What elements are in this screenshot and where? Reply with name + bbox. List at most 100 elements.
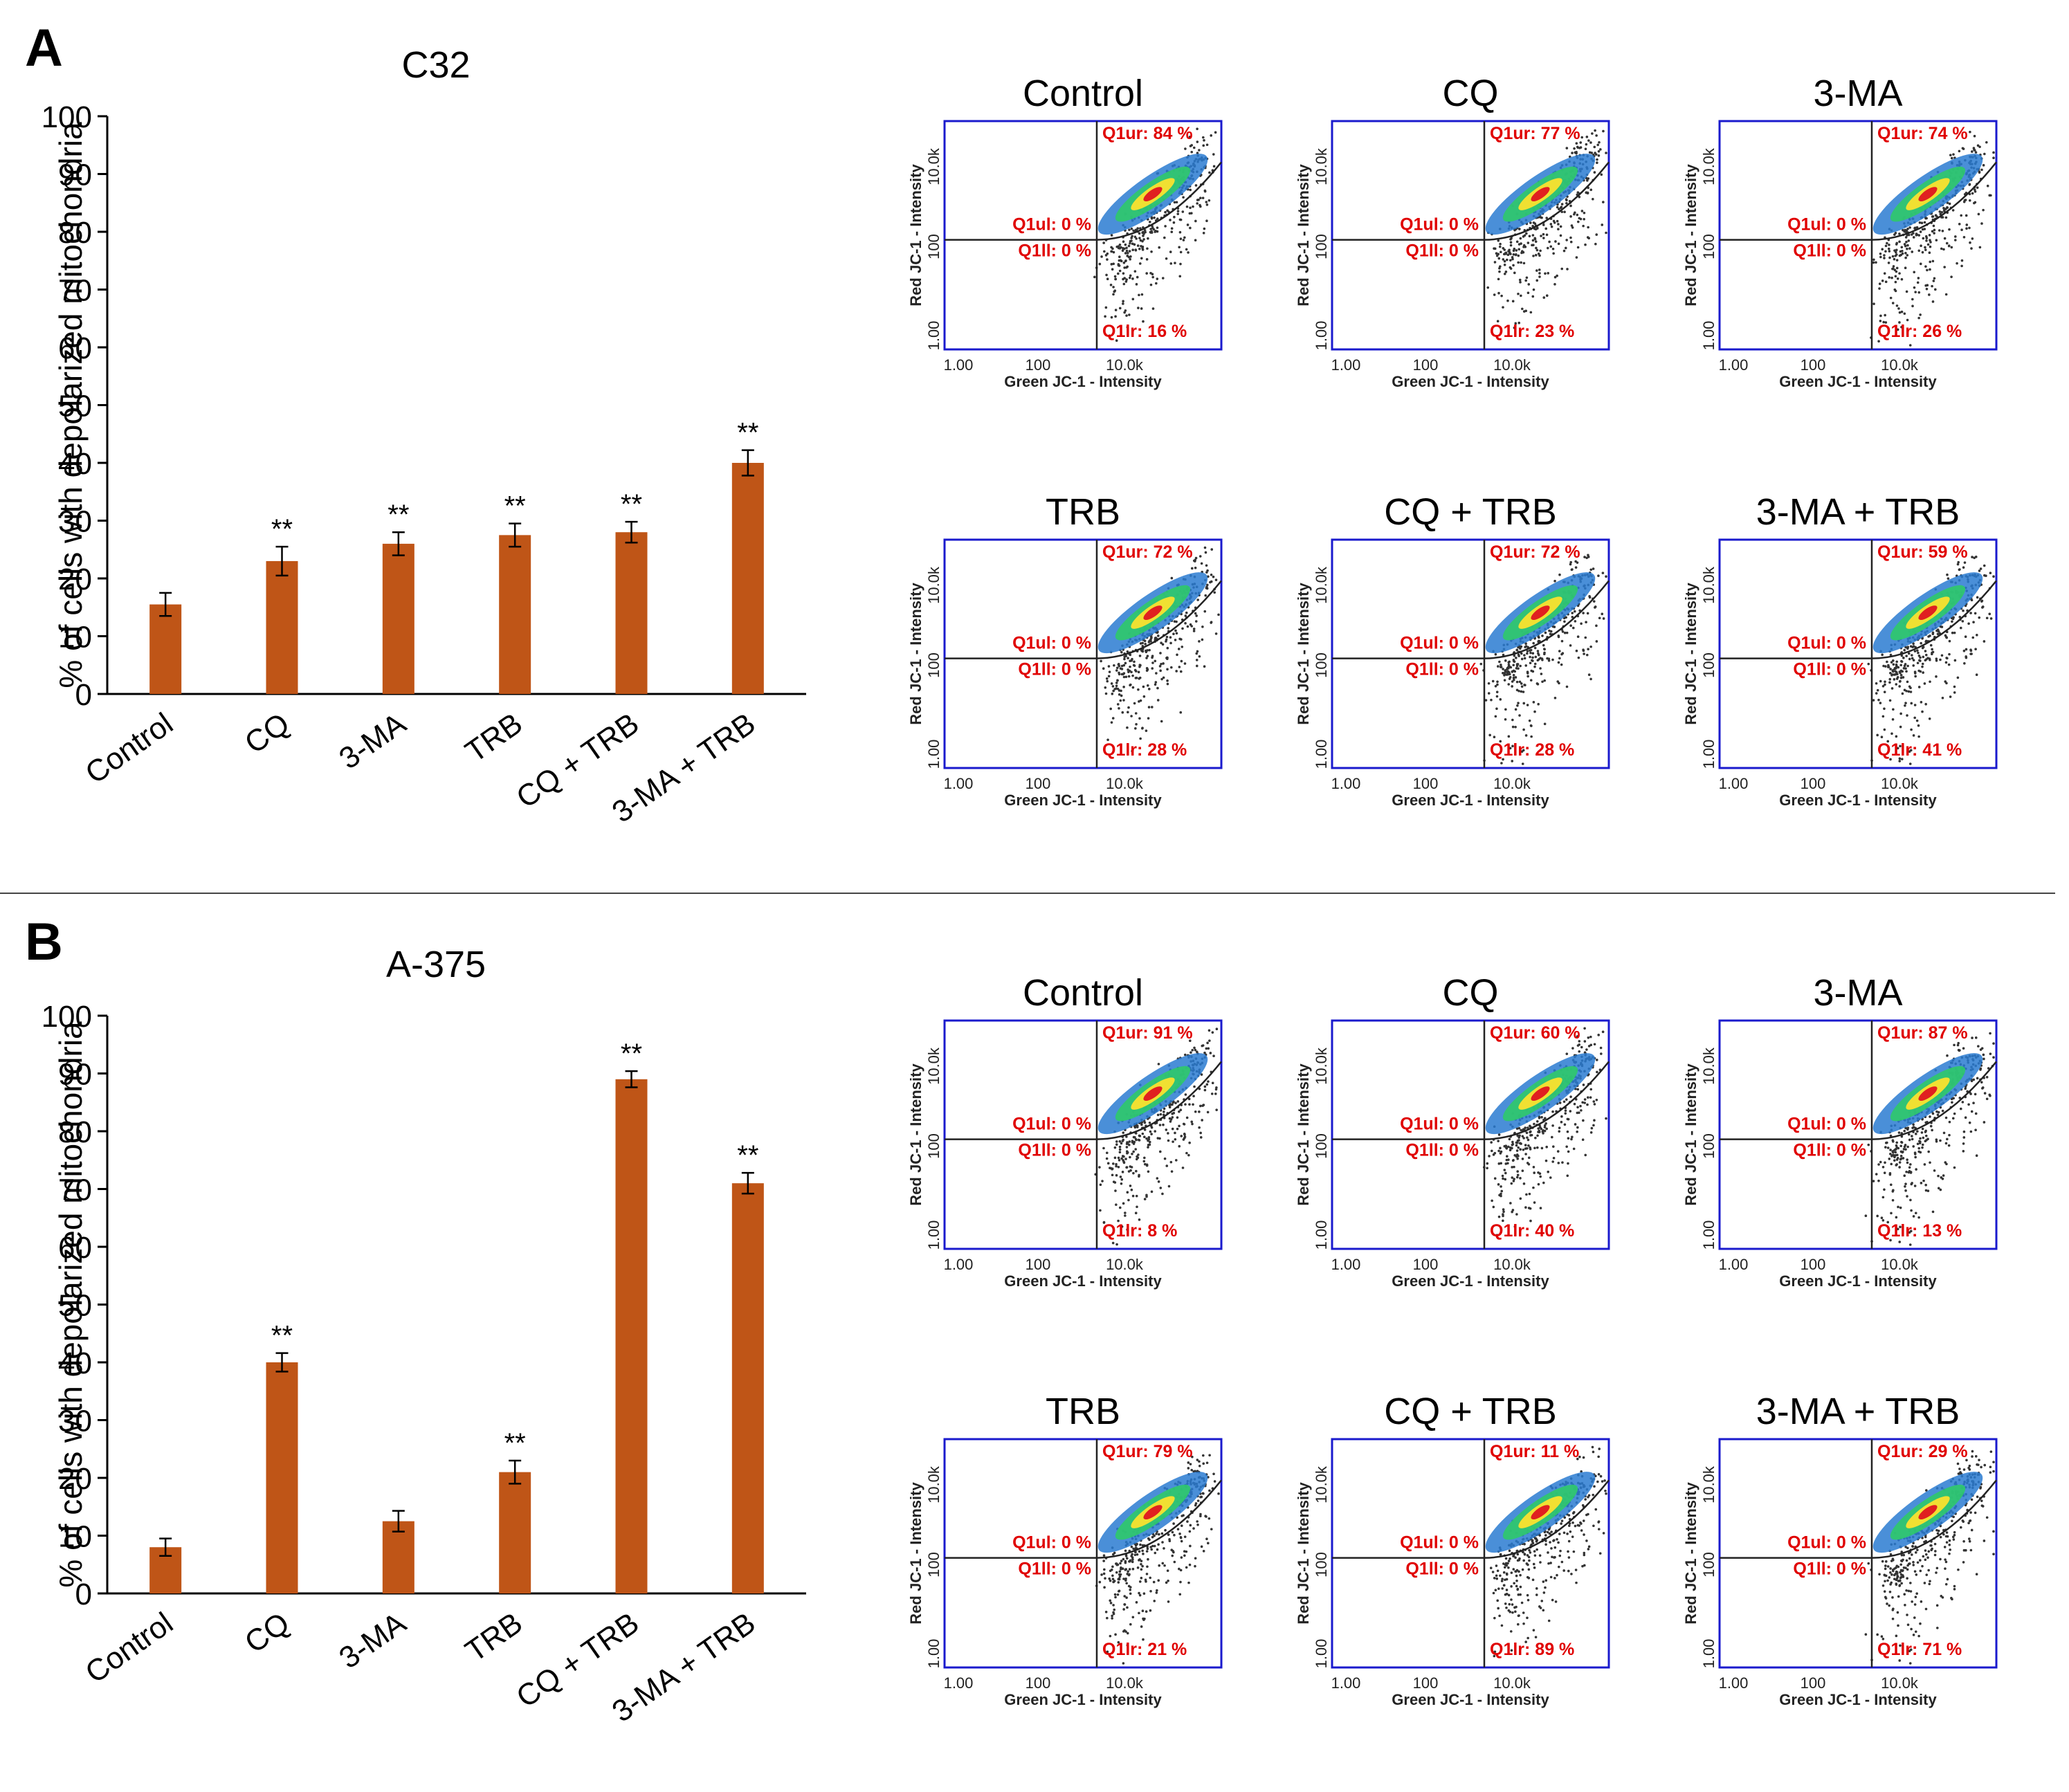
flow-plot-title: CQ + TRB xyxy=(1384,491,1557,533)
scatter-dot xyxy=(1977,1045,1980,1048)
scatter-dot xyxy=(1142,1160,1145,1163)
scatter-dot xyxy=(1560,268,1563,271)
scatter-dot xyxy=(1875,682,1878,685)
scatter-dot xyxy=(1574,1525,1577,1528)
scatter-dot xyxy=(1566,1174,1569,1177)
scatter-dot xyxy=(1895,1216,1898,1219)
scatter-dot xyxy=(1194,239,1197,241)
scatter-dot xyxy=(1146,1550,1149,1553)
quadrant-ll-label: Q1ll: 0 % xyxy=(1018,241,1091,261)
y-tick-label: 1.00 xyxy=(1313,321,1330,351)
scatter-dot xyxy=(1130,239,1133,242)
scatter-dot xyxy=(1142,1133,1145,1135)
scatter-dot xyxy=(1123,1629,1126,1632)
scatter-dot xyxy=(1547,247,1549,250)
scatter-dot xyxy=(1173,1534,1176,1537)
scatter-dot xyxy=(1163,1547,1165,1550)
scatter-dot xyxy=(1542,1609,1544,1612)
scatter-dot xyxy=(1893,289,1896,291)
scatter-dot xyxy=(1903,230,1906,233)
scatter-dot xyxy=(1906,248,1908,250)
scatter-dot xyxy=(1970,247,1973,250)
scatter-dot xyxy=(1157,1579,1160,1582)
scatter-dot xyxy=(1566,686,1569,688)
scatter-dot xyxy=(1175,670,1178,673)
quadrant-lr-label: Q1lr: 41 % xyxy=(1877,740,1962,760)
scatter-dot xyxy=(1894,255,1897,257)
scatter-dot xyxy=(1192,1103,1194,1106)
scatter-dot xyxy=(1945,1117,1948,1119)
scatter-dot xyxy=(1140,642,1142,645)
scatter-dot xyxy=(1603,617,1605,620)
scatter-dot xyxy=(1598,1447,1601,1450)
scatter-dot xyxy=(1188,1103,1191,1106)
scatter-dot xyxy=(1490,699,1493,702)
scatter-dot xyxy=(1187,625,1190,628)
scatter-dot xyxy=(1188,1142,1191,1144)
scatter-dot xyxy=(1140,1568,1143,1571)
scatter-dot xyxy=(1506,1589,1509,1591)
scatter-dot xyxy=(1976,596,1979,599)
scatter-dot xyxy=(1146,258,1149,261)
scatter-dot xyxy=(1509,676,1512,679)
scatter-dot xyxy=(1212,576,1215,578)
scatter-dot xyxy=(1890,1212,1893,1215)
scatter-dot xyxy=(1138,1176,1140,1178)
scatter-dot xyxy=(1907,239,1910,242)
scatter-dot xyxy=(1533,1563,1535,1566)
scatter-dot xyxy=(1522,729,1525,731)
scatter-dot xyxy=(1111,234,1113,237)
scatter-dot xyxy=(1149,1131,1152,1133)
scatter-dot xyxy=(1502,247,1504,250)
scatter-dot xyxy=(1542,223,1545,226)
scatter-dot xyxy=(1522,1169,1524,1172)
scatter-dot xyxy=(1106,253,1109,255)
scatter-dot xyxy=(1506,1562,1509,1565)
scatter-dot xyxy=(1546,294,1549,297)
scatter-dot xyxy=(1591,1127,1594,1130)
scatter-dot xyxy=(1128,1144,1131,1146)
scatter-dot xyxy=(1601,223,1603,226)
scatter-dot xyxy=(1924,650,1927,652)
scatter-dot xyxy=(1958,223,1961,226)
scatter-dot xyxy=(1879,282,1881,285)
scatter-dot xyxy=(1602,130,1605,133)
scatter-dot xyxy=(1112,1162,1115,1165)
scatter-dot xyxy=(1917,317,1920,320)
scatter-dot xyxy=(1115,1571,1118,1574)
scatter-dot xyxy=(1953,1167,1956,1169)
scatter-dot xyxy=(1895,1142,1898,1144)
scatter-dot xyxy=(1984,1092,1987,1095)
scatter-dot xyxy=(1151,276,1154,279)
scatter-dot xyxy=(1192,205,1194,208)
scatter-dot xyxy=(1600,174,1603,176)
scatter-dot xyxy=(1601,613,1603,616)
significance-marker: ** xyxy=(271,514,293,545)
scatter-dot xyxy=(1123,266,1126,269)
scatter-dot xyxy=(1113,1552,1116,1555)
scatter-dot xyxy=(1497,1183,1500,1186)
scatter-dot xyxy=(1509,251,1511,254)
scatter-dot xyxy=(1520,1586,1522,1589)
scatter-dot xyxy=(1577,635,1580,638)
scatter-dot xyxy=(1115,1174,1118,1177)
x-tick-label: 10.0k xyxy=(1106,775,1144,792)
scatter-dot xyxy=(1957,1044,1960,1047)
scatter-dot xyxy=(1937,1113,1940,1116)
scatter-dot xyxy=(1596,1481,1599,1483)
scatter-dot xyxy=(1195,652,1198,655)
scatter-dot xyxy=(1888,678,1891,681)
scatter-dot xyxy=(1589,151,1592,154)
scatter-dot xyxy=(1136,1543,1138,1546)
scatter-dot xyxy=(1580,622,1583,625)
scatter-dot xyxy=(1913,236,1915,239)
scatter-dot xyxy=(1100,1183,1102,1186)
scatter-dot xyxy=(1960,228,1963,231)
scatter-dot xyxy=(1490,1141,1493,1144)
scatter-dot xyxy=(1522,1569,1524,1571)
scatter-dot xyxy=(1587,1036,1590,1039)
scatter-dot xyxy=(1497,257,1500,260)
scatter-dot xyxy=(1531,657,1534,659)
y-axis-label: Red JC-1 - Intensity xyxy=(1295,1482,1312,1625)
scatter-dot xyxy=(1532,652,1535,655)
